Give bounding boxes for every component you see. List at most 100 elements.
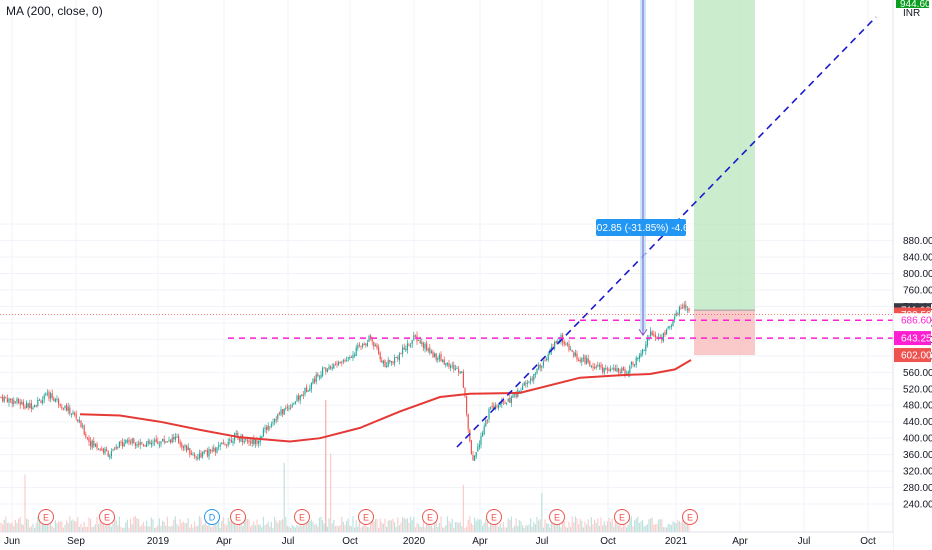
volume-bar: [280, 520, 282, 532]
time-tick: Apr: [216, 536, 232, 547]
profit-zone[interactable]: [694, 0, 755, 311]
candle-body: [406, 343, 408, 350]
volume-bar: [523, 527, 525, 532]
candle-body: [187, 447, 189, 451]
candle-body: [634, 364, 636, 366]
volume-bar: [432, 527, 434, 532]
volume-bar: [672, 521, 674, 532]
event-circle[interactable]: [614, 509, 630, 525]
volume-bar: [563, 521, 565, 532]
volume-bar: [194, 521, 196, 532]
event-marker-e[interactable]: E: [422, 509, 438, 525]
drawing-lines[interactable]: [0, 16, 893, 448]
candle-body: [488, 408, 490, 420]
event-circle[interactable]: [294, 509, 310, 525]
candle-body: [314, 378, 316, 383]
volume-bar: [667, 523, 669, 532]
volume-bar: [470, 523, 472, 532]
event-marker-e[interactable]: E: [358, 509, 374, 525]
volume-bar: [152, 519, 154, 532]
candle-body: [552, 346, 554, 348]
volume-bar: [171, 525, 173, 532]
event-circle[interactable]: [422, 509, 438, 525]
measure-tool[interactable]: -302.85 (-31.85%) -4.67: [588, 0, 695, 337]
volume-bar: [18, 519, 20, 532]
candle-body: [245, 438, 247, 440]
volume-bar: [398, 525, 400, 532]
volume-bar: [568, 521, 570, 532]
candle-body: [438, 354, 440, 359]
volume-bar: [253, 521, 255, 532]
candle-body: [666, 328, 668, 334]
event-marker-e[interactable]: E: [230, 509, 246, 525]
candle-body: [133, 438, 135, 443]
candle-body: [323, 367, 325, 369]
event-circle[interactable]: [230, 509, 246, 525]
time-axis[interactable]: [0, 532, 893, 550]
candle-body: [512, 394, 514, 398]
event-label: E: [235, 513, 241, 523]
candle-body: [104, 448, 106, 454]
event-marker-e[interactable]: E: [294, 509, 310, 525]
event-circle[interactable]: [38, 509, 54, 525]
candle-body: [677, 312, 679, 314]
volume-bar: [118, 516, 120, 532]
candle-body: [642, 349, 644, 354]
event-marker-e[interactable]: E: [614, 509, 630, 525]
volume-bar: [214, 520, 216, 532]
event-circle[interactable]: [204, 509, 220, 525]
candle-body: [139, 442, 141, 446]
candle-body: [19, 402, 21, 405]
candle-body: [674, 317, 676, 320]
volume-bar: [434, 519, 436, 532]
event-circle[interactable]: [486, 509, 502, 525]
event-circle[interactable]: [682, 509, 698, 525]
event-marker-e[interactable]: E: [682, 509, 698, 525]
volume-bar: [250, 526, 252, 532]
volume-bar: [358, 518, 360, 532]
event-marker-e[interactable]: E: [486, 509, 502, 525]
candle-body: [539, 364, 541, 368]
stop-zone[interactable]: [694, 310, 755, 356]
volume-bar: [176, 523, 178, 532]
candle-body: [302, 394, 304, 396]
ma-line-group[interactable]: [79, 359, 692, 443]
volume-bar: [306, 516, 308, 532]
event-circle[interactable]: [549, 509, 565, 525]
ma-200-line[interactable]: [79, 359, 692, 443]
volume-bar: [66, 520, 68, 532]
event-marker-e[interactable]: E: [99, 509, 115, 525]
candle-body: [0, 396, 2, 398]
time-tick: Oct: [860, 536, 876, 547]
event-marker-d[interactable]: D: [204, 509, 220, 525]
measure-label: -302.85 (-31.85%) -4.67: [588, 223, 695, 234]
event-marker-e[interactable]: E: [38, 509, 54, 525]
candle-body: [18, 398, 20, 403]
event-marker-e[interactable]: E: [549, 509, 565, 525]
candle-body: [30, 403, 32, 409]
ma-indicator-label[interactable]: MA (200, close, 0): [6, 4, 103, 18]
target-zone[interactable]: [694, 0, 755, 356]
volume-bar: [354, 527, 356, 532]
candle-body: [358, 344, 360, 346]
candle-body: [534, 373, 536, 375]
candle-body: [190, 453, 192, 455]
volume-bar: [232, 519, 234, 532]
candle-body: [365, 343, 367, 345]
volume-bar: [382, 523, 384, 532]
candle-body: [123, 443, 125, 447]
volume-bar: [624, 517, 626, 532]
price-axis[interactable]: [893, 0, 932, 550]
volume-bar: [408, 522, 410, 532]
volume-bar: [134, 516, 136, 532]
candle-body: [2, 396, 4, 401]
event-circle[interactable]: [358, 509, 374, 525]
event-circle[interactable]: [99, 509, 115, 525]
volume-bar: [512, 527, 514, 532]
candle-body: [376, 344, 378, 349]
volume-bar: [147, 526, 149, 532]
time-tick: Apr: [472, 536, 488, 547]
